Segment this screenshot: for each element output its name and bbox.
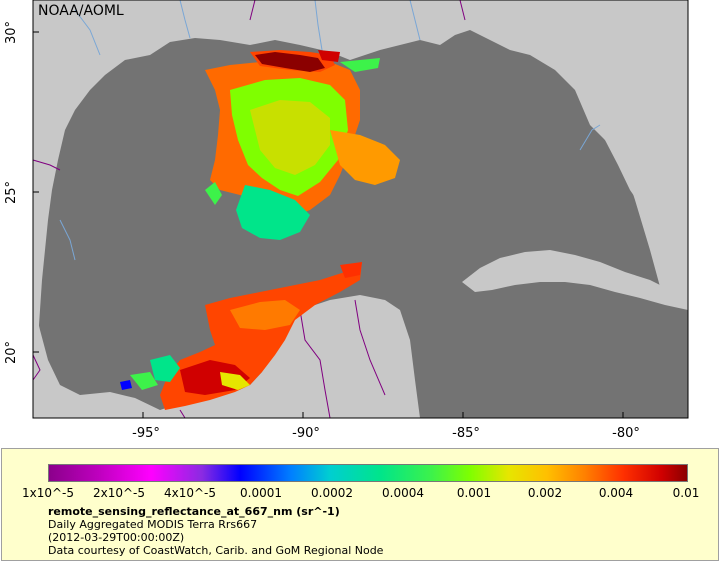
colorbar-label: 0.004 <box>598 486 634 500</box>
tick-marks <box>33 31 624 418</box>
land-cuba <box>462 250 688 310</box>
dataset-name: Daily Aggregated MODIS Terra Rrs667 <box>48 518 258 531</box>
lat-tick-25: 25° <box>4 180 19 204</box>
lon-tick-80: -80° <box>612 426 640 441</box>
variable-name: remote_sensing_reflectance_at_667_nm (sr… <box>48 505 340 518</box>
colorbar-label: 0.0002 <box>311 486 353 500</box>
time-stamp: (2012-03-29T00:00:00Z) <box>48 531 185 544</box>
borders <box>32 0 466 419</box>
map-canvas[interactable] <box>0 0 720 448</box>
colorbar <box>48 464 688 482</box>
lat-tick-30: 30° <box>4 20 19 44</box>
colorbar-label: 0.01 <box>672 486 700 500</box>
colorbar-label: 0.0001 <box>240 486 282 500</box>
plot-border <box>32 0 689 419</box>
data-courtesy: Data courtesy of CoastWatch, Carib. and … <box>48 544 384 557</box>
land-mexico <box>33 295 420 418</box>
lon-tick-95: -95° <box>132 426 160 441</box>
land-florida <box>560 0 688 228</box>
lon-tick-90: -90° <box>292 426 320 441</box>
colorbar-label: 2x10^-5 <box>92 486 146 500</box>
lat-tick-20: 20° <box>4 340 19 364</box>
colorbar-label: 4x10^-5 <box>163 486 217 500</box>
colorbar-label: 0.002 <box>527 486 563 500</box>
data-swaths <box>120 50 400 410</box>
map-frame[interactable]: NOAA/AOML 30° 25° 20° -95° -90° -85° -80… <box>0 0 720 448</box>
colorbar-label: 0.001 <box>456 486 492 500</box>
colorbar-label: 1x10^-5 <box>21 486 75 500</box>
lon-tick-85: -85° <box>452 426 480 441</box>
map-credit: NOAA/AOML <box>38 3 124 19</box>
rivers <box>59 0 601 261</box>
colorbar-label: 0.0004 <box>382 486 424 500</box>
